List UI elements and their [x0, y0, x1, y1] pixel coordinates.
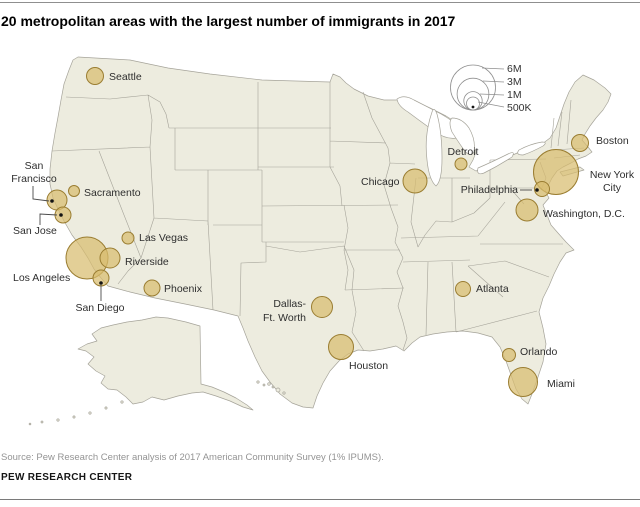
- legend-leader-6m: [481, 67, 505, 70]
- city-label-san-diego: San Diego: [75, 302, 124, 314]
- city-label-las-vegas: Las Vegas: [139, 232, 188, 244]
- bubble-chicago: [402, 168, 428, 194]
- chart-title: 20 metropolitan areas with the largest n…: [1, 13, 456, 29]
- bubble-philadelphia: [534, 181, 550, 197]
- city-label-los-angeles: Los Angeles: [13, 272, 70, 284]
- bottom-rule: [0, 499, 640, 500]
- city-dot-san-diego: [99, 281, 103, 285]
- bubble-seattle: [86, 67, 104, 85]
- aleutian-islands: [28, 400, 124, 426]
- footer-brand: PEW RESEARCH CENTER: [1, 472, 133, 483]
- city-label-dallas-ft-worth-2: Ft. Worth: [263, 312, 306, 324]
- legend-label-3m: 3M: [507, 76, 522, 88]
- city-label-houston: Houston: [349, 360, 388, 372]
- great-lakes: [396, 96, 546, 187]
- city-label-miami: Miami: [547, 378, 575, 390]
- bubble-riverside: [99, 247, 121, 269]
- legend-circle-500k: [466, 96, 480, 111]
- source-note: Source: Pew Research Center analysis of …: [1, 452, 384, 463]
- city-label-san-francisco-1: San: [25, 160, 44, 172]
- bubble-orlando: [502, 348, 516, 362]
- city-dot-san-francisco: [50, 199, 54, 203]
- city-label-seattle: Seattle: [109, 71, 142, 83]
- bubble-phoenix: [143, 279, 161, 297]
- city-label-new-york-city-1: New York: [590, 169, 635, 181]
- city-label-detroit: Detroit: [448, 146, 479, 158]
- city-label-dallas-ft-worth-1: Dallas-: [273, 298, 306, 310]
- city-label-philadelphia: Philadelphia: [461, 184, 518, 196]
- leader-san-jose: [39, 213, 58, 225]
- city-label-san-francisco-2: Francisco: [11, 173, 57, 185]
- legend-leader-1m: [479, 93, 505, 96]
- city-label-new-york-city-2: City: [603, 182, 622, 194]
- city-label-chicago: Chicago: [361, 176, 400, 188]
- lake-huron: [449, 117, 475, 155]
- bubble-detroit: [454, 157, 468, 171]
- city-label-riverside: Riverside: [125, 256, 169, 268]
- legend-leader-500k: [477, 101, 505, 108]
- city-label-boston: Boston: [596, 135, 629, 147]
- bubble-boston: [571, 134, 589, 152]
- legend-center-dot: [471, 105, 475, 109]
- lake-erie: [477, 152, 514, 175]
- alaska-mainland: [77, 316, 254, 411]
- lake-michigan: [425, 109, 443, 187]
- city-label-sacramento: Sacramento: [84, 187, 141, 199]
- city-dot-philadelphia: [535, 188, 539, 192]
- alaska: [28, 316, 254, 426]
- bubbles-layer: [46, 67, 589, 397]
- city-dot-san-jose: [59, 213, 63, 217]
- city-label-washington-d-c: Washington, D.C.: [543, 208, 625, 220]
- bubble-miami: [508, 367, 538, 397]
- top-rule: [0, 2, 640, 3]
- leader-san-francisco: [32, 186, 50, 202]
- bubble-washington-d-c: [515, 198, 539, 222]
- city-label-phoenix: Phoenix: [164, 283, 203, 295]
- state-borders: [51, 82, 585, 352]
- city-label-orlando: Orlando: [520, 346, 558, 358]
- city-label-atlanta: Atlanta: [476, 283, 509, 295]
- legend-leader-3m: [482, 80, 505, 83]
- bubble-atlanta: [455, 281, 471, 297]
- bubble-dallas-ft-worth: [311, 296, 333, 318]
- legend-label-6m: 6M: [507, 63, 522, 75]
- city-label-san-jose: San Jose: [13, 225, 57, 237]
- bubble-sacramento: [68, 185, 80, 197]
- lake-ontario: [517, 141, 546, 156]
- bubble-san-jose: [54, 206, 72, 224]
- legend-circle-6m: [450, 64, 496, 111]
- bubble-houston: [328, 334, 354, 360]
- hawaii: [256, 380, 286, 395]
- legend-label-500k: 500K: [507, 102, 532, 114]
- legend-label-1m: 1M: [507, 89, 522, 101]
- bubble-las-vegas: [121, 231, 135, 245]
